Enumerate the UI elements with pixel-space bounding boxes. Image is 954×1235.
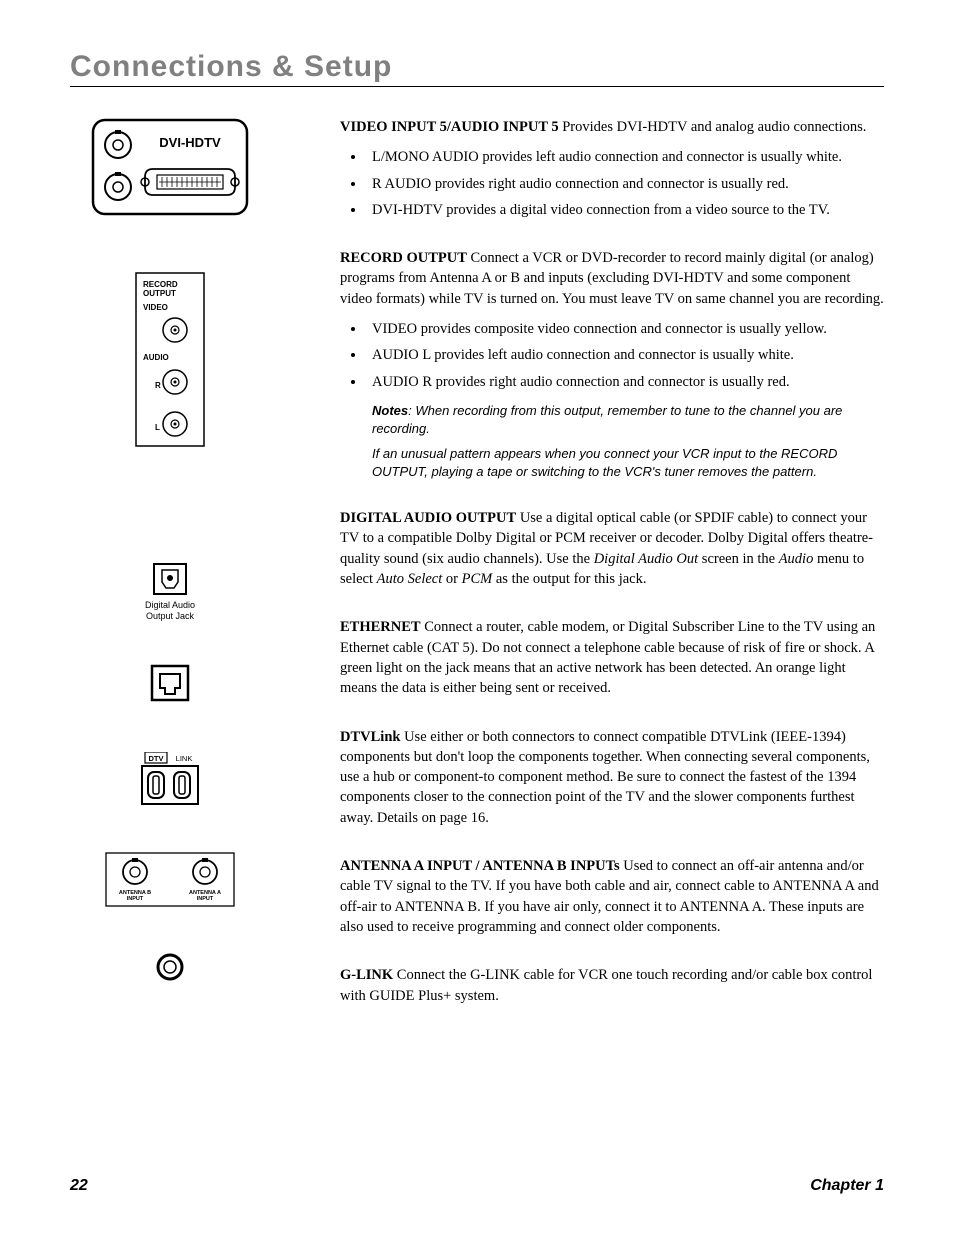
- s5-heading: DTVLink: [340, 729, 400, 745]
- s2-para: RECORD OUTPUT Connect a VCR or DVD-recor…: [340, 248, 884, 309]
- s3-para: DIGITAL AUDIO OUTPUT Use a digital optic…: [340, 508, 884, 589]
- s2-bullets: VIDEO provides composite video connectio…: [340, 319, 884, 392]
- svg-text:R: R: [155, 381, 161, 390]
- svg-text:INPUT: INPUT: [197, 896, 214, 902]
- s2-b1: VIDEO provides composite video connectio…: [366, 319, 884, 339]
- s7-para: G-LINK Connect the G-LINK cable for VCR …: [340, 965, 884, 1006]
- s7-tail: Connect the G-LINK cable for VCR one tou…: [340, 967, 872, 1003]
- diagrams-column: DVI-HDTV: [70, 117, 270, 1016]
- s1-b1: L/MONO AUDIO provides left audio connect…: [366, 147, 884, 167]
- s1-para: VIDEO INPUT 5/AUDIO INPUT 5 Provides DVI…: [340, 117, 884, 137]
- s2-heading: RECORD OUTPUT: [340, 250, 467, 266]
- page-footer: 22 Chapter 1: [70, 1177, 884, 1195]
- svg-text:L: L: [155, 423, 160, 432]
- dvi-hdtv-diagram: DVI-HDTV: [70, 117, 270, 217]
- record-output-diagram: RECORD OUTPUT VIDEO AUDIO R L: [70, 272, 270, 447]
- s2-b3: AUDIO R provides right audio connection …: [366, 372, 884, 392]
- note2: If an unusual pattern appears when you c…: [372, 445, 884, 480]
- s1-heading: VIDEO INPUT 5/AUDIO INPUT 5: [340, 119, 559, 135]
- s4-heading: ETHERNET: [340, 619, 421, 635]
- s7-heading: G-LINK: [340, 967, 393, 983]
- glink-diagram: [70, 952, 270, 982]
- antenna-diagram: ANTENNA B INPUT ANTENNA A INPUT: [70, 852, 270, 907]
- s2-notes: Notes: When recording from this output, …: [340, 402, 884, 480]
- s4-para: ETHERNET Connect a router, cable modem, …: [340, 617, 884, 698]
- s6-para: ANTENNA A INPUT / ANTENNA B INPUTs Used …: [340, 856, 884, 937]
- svg-text:DTV: DTV: [149, 754, 164, 763]
- digital-audio-caption: Digital Audio Output Jack: [145, 600, 195, 622]
- text-column: VIDEO INPUT 5/AUDIO INPUT 5 Provides DVI…: [340, 117, 884, 1016]
- svg-text:INPUT: INPUT: [127, 896, 144, 902]
- dvi-label: DVI-HDTV: [159, 135, 221, 150]
- s5-para: DTVLink Use either or both connectors to…: [340, 727, 884, 828]
- svg-text:RECORD: RECORD: [143, 280, 178, 289]
- s2-b2: AUDIO L provides left audio connection a…: [366, 345, 884, 365]
- s1-bullets: L/MONO AUDIO provides left audio connect…: [340, 147, 884, 220]
- svg-text:VIDEO: VIDEO: [143, 303, 168, 312]
- svg-text:OUTPUT: OUTPUT: [143, 289, 176, 298]
- ethernet-diagram: [70, 664, 270, 702]
- svg-text:LINK: LINK: [176, 754, 193, 763]
- chapter-label: Chapter 1: [810, 1177, 884, 1195]
- page-number: 22: [70, 1177, 88, 1195]
- s4-tail: Connect a router, cable modem, or Digita…: [340, 619, 875, 696]
- s1-b3: DVI-HDTV provides a digital video connec…: [366, 200, 884, 220]
- svg-text:AUDIO: AUDIO: [143, 353, 169, 362]
- page-title: Connections & Setup: [70, 50, 884, 87]
- digital-audio-diagram: Digital Audio Output Jack: [70, 562, 270, 622]
- s1-tail: Provides DVI-HDTV and analog audio conne…: [559, 119, 867, 135]
- s3-heading: DIGITAL AUDIO OUTPUT: [340, 510, 516, 526]
- s5-tail: Use either or both connectors to connect…: [340, 729, 870, 826]
- s1-b2: R AUDIO provides right audio connection …: [366, 174, 884, 194]
- notes-label: Notes: [372, 403, 408, 418]
- s6-heading: ANTENNA A INPUT / ANTENNA B INPUTs: [340, 858, 620, 874]
- note1: : When recording from this output, remem…: [372, 403, 842, 436]
- dtvlink-diagram: DTV LINK: [70, 752, 270, 807]
- content-area: DVI-HDTV: [70, 117, 884, 1016]
